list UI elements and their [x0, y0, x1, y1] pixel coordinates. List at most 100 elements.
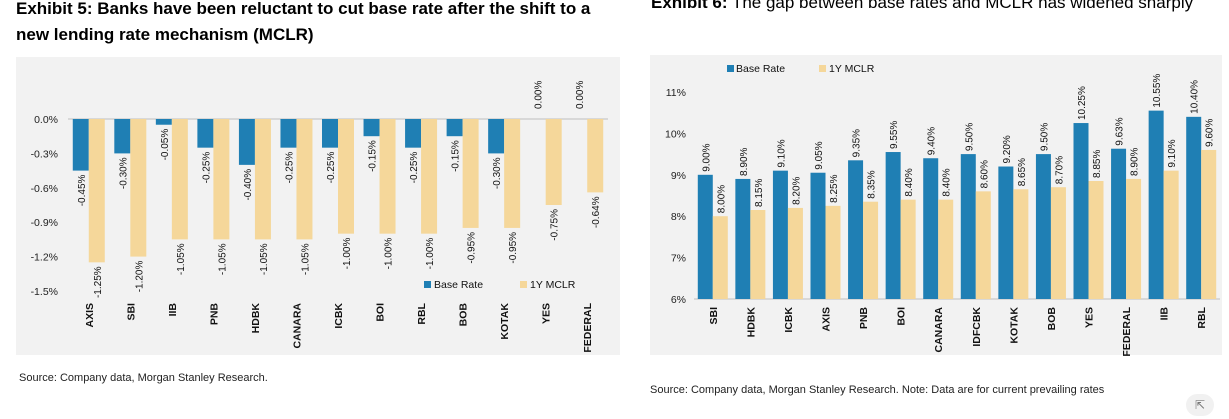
- base-rate-data-label: 0.00%: [534, 81, 545, 109]
- base-rate-data-label: 9.55%: [889, 121, 900, 149]
- base-rate-bar: [998, 166, 1014, 299]
- base-rate-data-label: 9.50%: [964, 123, 975, 151]
- base-rate-bar: [446, 119, 463, 137]
- legend-swatch-mclr: [819, 65, 826, 72]
- base-rate-bar: [1148, 110, 1164, 299]
- mclr-data-label: 8.25%: [829, 174, 840, 202]
- legend-label-base-rate: Base Rate: [736, 63, 785, 75]
- x-category-label: BOB: [1046, 307, 1058, 331]
- x-category-label: AXIS: [821, 307, 833, 332]
- y-tick-label: 8%: [671, 211, 686, 223]
- mclr-bar: [1013, 189, 1029, 299]
- base-rate-data-label: -0.15%: [451, 140, 462, 172]
- mclr-data-label: 8.00%: [716, 185, 727, 213]
- mclr-data-label: 8.35%: [867, 170, 878, 198]
- y-tick-label: -0.9%: [31, 217, 58, 229]
- mclr-data-label: -1.25%: [93, 266, 104, 298]
- x-category-label: RBL: [1196, 306, 1208, 328]
- y-tick-label: 11%: [666, 87, 686, 99]
- x-category-label: SBI: [708, 307, 720, 325]
- x-category-label: YES: [541, 303, 553, 324]
- base-rate-data-label: 9.00%: [701, 143, 712, 171]
- x-category-label: PNB: [208, 303, 220, 326]
- base-rate-data-label: -0.40%: [243, 169, 254, 201]
- mclr-data-label: 9.60%: [1205, 118, 1216, 146]
- base-rate-data-label: 0.00%: [575, 81, 586, 109]
- base-rate-bar: [72, 119, 89, 171]
- x-category-label: SBI: [125, 303, 137, 321]
- mclr-bar: [296, 119, 313, 240]
- legend-swatch-base-rate: [424, 281, 431, 288]
- base-rate-data-label: -0.30%: [118, 157, 129, 189]
- legend-swatch-base-rate: [727, 65, 734, 72]
- x-category-label: FEDERAL: [582, 302, 594, 352]
- mclr-bar: [1163, 170, 1179, 299]
- x-category-label: CANARA: [291, 303, 303, 349]
- y-tick-label: 9%: [671, 170, 686, 182]
- base-rate-bar: [735, 178, 751, 299]
- mclr-data-label: -0.95%: [467, 232, 478, 264]
- mclr-bar: [421, 119, 438, 234]
- mclr-bar: [213, 119, 230, 240]
- mclr-bar: [825, 205, 841, 299]
- mclr-bar: [1088, 181, 1104, 299]
- base-rate-bar: [772, 170, 788, 299]
- expand-arrows-icon[interactable]: ⇱: [1186, 394, 1214, 416]
- base-rate-bar: [810, 172, 826, 299]
- mclr-data-label: -0.75%: [550, 209, 561, 241]
- x-category-label: RBL: [416, 302, 428, 324]
- base-rate-bar: [114, 119, 131, 154]
- x-category-label: HDBK: [250, 303, 262, 334]
- mclr-data-label: 8.70%: [1054, 156, 1065, 184]
- exhibit6-title-label: Exhibit 6:: [651, 0, 728, 12]
- mclr-data-label: -1.20%: [134, 260, 145, 292]
- mclr-bar: [787, 207, 803, 299]
- base-rate-data-label: 9.63%: [1115, 117, 1126, 145]
- legend-label-mclr: 1Y MCLR: [530, 279, 576, 291]
- mclr-data-label: 8.65%: [1017, 158, 1028, 186]
- mclr-data-label: -1.05%: [300, 243, 311, 275]
- base-rate-bar: [923, 158, 939, 299]
- mclr-data-label: -1.00%: [384, 238, 395, 270]
- base-rate-bar: [1111, 148, 1127, 299]
- base-rate-data-label: 9.40%: [927, 127, 938, 155]
- y-tick-label: 10%: [665, 128, 686, 140]
- mclr-bar: [504, 119, 521, 228]
- legend-label-base-rate: Base Rate: [434, 279, 483, 291]
- exhibit5-title-label: Exhibit 5:: [16, 0, 93, 18]
- mclr-data-label: 8.20%: [791, 176, 802, 204]
- legend-label-mclr: 1Y MCLR: [829, 63, 875, 75]
- mclr-bar: [712, 216, 728, 299]
- base-rate-data-label: 8.90%: [739, 147, 750, 175]
- base-rate-data-label: 9.20%: [1002, 135, 1013, 163]
- mclr-bar: [863, 201, 879, 299]
- exhibit5-title: Exhibit 5: Banks have been reluctant to …: [16, 0, 626, 48]
- base-rate-data-label: 10.25%: [1077, 86, 1088, 120]
- x-category-label: KOTAK: [499, 303, 511, 340]
- exhibit5-chart-panel: 0.0% -0.3% -0.6% -0.9% -1.2% -1.5% -0.45% -1.25…: [16, 57, 620, 355]
- base-rate-data-label: 9.35%: [852, 129, 863, 157]
- base-rate-data-label: 10.55%: [1152, 74, 1163, 108]
- legend-swatch-mclr: [520, 281, 527, 288]
- exhibit5-source: Source: Company data, Morgan Stanley Res…: [19, 372, 268, 384]
- mclr-data-label: -1.00%: [342, 238, 353, 270]
- x-category-label: AXIS: [84, 303, 96, 328]
- mclr-data-label: 8.90%: [1130, 147, 1141, 175]
- y-tick-label: -0.3%: [31, 148, 58, 160]
- exhibit6-source: Source: Company data, Morgan Stanley Res…: [650, 384, 1105, 396]
- mclr-bar: [462, 119, 479, 228]
- mclr-data-label: 8.60%: [979, 160, 990, 188]
- base-rate-bar: [848, 160, 864, 299]
- base-rate-bar: [280, 119, 297, 148]
- mclr-bar: [587, 119, 604, 193]
- mclr-bar: [900, 199, 916, 299]
- base-rate-data-label: 9.05%: [814, 141, 825, 169]
- mclr-bar: [338, 119, 354, 234]
- base-rate-data-label: -0.25%: [326, 152, 337, 184]
- x-category-label: CANARA: [933, 307, 945, 353]
- mclr-data-label: -1.05%: [217, 243, 228, 275]
- y-tick-label: -1.5%: [31, 286, 58, 298]
- y-tick-label: 6%: [671, 294, 686, 306]
- base-rate-bar: [155, 119, 172, 125]
- x-category-label: YES: [1084, 307, 1096, 328]
